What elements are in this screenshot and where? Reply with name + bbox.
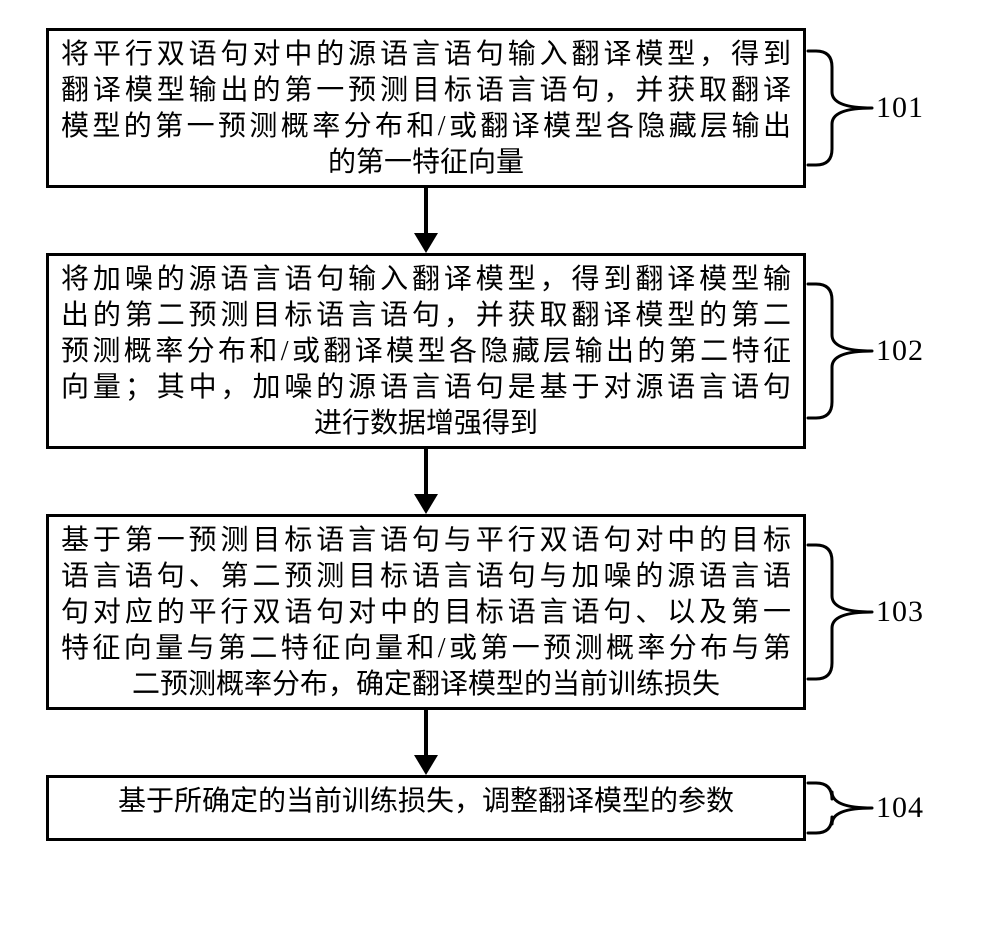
step-text-line: 向量；其中，加噪的源语言语句是基于对源语言语句 (61, 370, 791, 406)
arrow-shaft (424, 710, 428, 756)
step-label-col-103: 103 (806, 542, 946, 682)
flow-step-102: 将加噪的源语言语句输入翻译模型，得到翻译模型输出的第二预测目标语言语句，并获取翻… (46, 253, 946, 449)
arrow-head-icon (414, 494, 438, 514)
step-text-line-last: 的第一特征向量 (61, 145, 791, 181)
step-label-101: 101 (876, 91, 924, 125)
brace-connector (806, 48, 878, 168)
arrow-101 (46, 188, 946, 253)
step-label-col-104: 104 (806, 780, 946, 836)
step-text-line: 翻译模型输出的第一预测目标语言语句，并获取翻译 (61, 73, 791, 109)
step-text-line: 特征向量与第二特征向量和/或第一预测概率分布与第 (61, 631, 791, 667)
step-text-line: 预测概率分布和/或翻译模型各隐藏层输出的第二特征 (61, 334, 791, 370)
step-label-103: 103 (876, 595, 924, 629)
step-text-line: 将加噪的源语言语句输入翻译模型，得到翻译模型输 (61, 262, 791, 298)
arrow-head-icon (414, 233, 438, 253)
step-text-line: 基于第一预测目标语言语句与平行双语句对中的目标 (61, 523, 791, 559)
arrow-shaft (424, 188, 428, 234)
flow-step-103: 基于第一预测目标语言语句与平行双语句对中的目标语言语句、第二预测目标语言语句与加… (46, 514, 946, 710)
flow-step-101: 将平行双语句对中的源语言语句输入翻译模型，得到翻译模型输出的第一预测目标语言语句… (46, 28, 946, 188)
step-label-104: 104 (876, 791, 924, 825)
flowchart: 将平行双语句对中的源语言语句输入翻译模型，得到翻译模型输出的第一预测目标语言语句… (46, 28, 946, 841)
arrow-shaft (424, 449, 428, 495)
step-box-103: 基于第一预测目标语言语句与平行双语句对中的目标语言语句、第二预测目标语言语句与加… (46, 514, 806, 710)
arrow-103 (46, 710, 946, 775)
step-text-line-last: 二预测概率分布，确定翻译模型的当前训练损失 (61, 667, 791, 703)
step-label-col-101: 101 (806, 48, 946, 168)
step-text-line: 将平行双语句对中的源语言语句输入翻译模型，得到 (61, 37, 791, 73)
step-text-line: 句对应的平行双语句对中的目标语言语句、以及第一 (61, 595, 791, 631)
brace-connector (806, 542, 878, 682)
step-box-104: 基于所确定的当前训练损失，调整翻译模型的参数 (46, 775, 806, 841)
brace-connector (806, 780, 878, 836)
step-label-col-102: 102 (806, 281, 946, 421)
step-label-102: 102 (876, 334, 924, 368)
step-text-line-last: 进行数据增强得到 (61, 406, 791, 442)
step-box-102: 将加噪的源语言语句输入翻译模型，得到翻译模型输出的第二预测目标语言语句，并获取翻… (46, 253, 806, 449)
flow-step-104: 基于所确定的当前训练损失，调整翻译模型的参数 104 (46, 775, 946, 841)
brace-connector (806, 281, 878, 421)
step-text-line: 语言语句、第二预测目标语言语句与加噪的源语言语 (61, 559, 791, 595)
step-text-line: 出的第二预测目标语言语句，并获取翻译模型的第二 (61, 298, 791, 334)
arrow-102 (46, 449, 946, 514)
step-text-line: 模型的第一预测概率分布和/或翻译模型各隐藏层输出 (61, 109, 791, 145)
step-text-line-last: 基于所确定的当前训练损失，调整翻译模型的参数 (61, 784, 791, 820)
step-box-101: 将平行双语句对中的源语言语句输入翻译模型，得到翻译模型输出的第一预测目标语言语句… (46, 28, 806, 188)
arrow-head-icon (414, 755, 438, 775)
